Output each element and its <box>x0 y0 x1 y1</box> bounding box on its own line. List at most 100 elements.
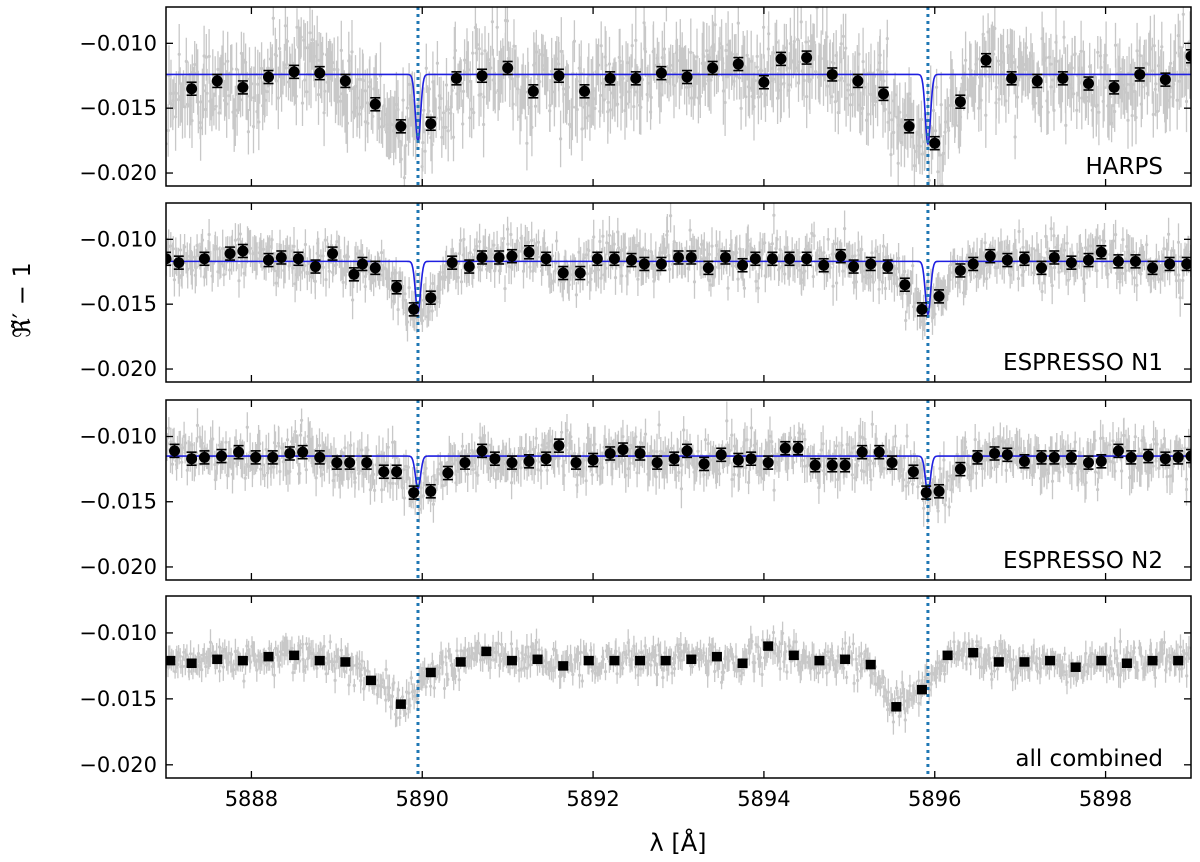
raw-point <box>817 486 821 490</box>
raw-point <box>870 251 874 255</box>
raw-point <box>697 79 702 83</box>
raw-point <box>490 20 494 24</box>
binned-marker <box>455 657 466 666</box>
raw-point <box>649 110 653 114</box>
raw-point <box>616 102 620 106</box>
raw-point <box>704 659 709 663</box>
raw-point <box>770 440 774 444</box>
raw-point <box>1012 60 1016 64</box>
raw-point <box>1020 273 1024 277</box>
raw-point <box>1178 645 1183 649</box>
raw-point <box>534 648 538 653</box>
raw-point <box>190 119 194 123</box>
binned-marker <box>839 459 851 471</box>
binned-point <box>339 73 351 89</box>
raw-point <box>965 270 969 274</box>
raw-point <box>1104 446 1108 450</box>
raw-point <box>1017 229 1021 234</box>
raw-point <box>506 242 510 246</box>
raw-point <box>884 450 889 454</box>
raw-point <box>1075 108 1079 112</box>
raw-point <box>337 250 341 254</box>
binned-point <box>655 256 667 272</box>
raw-point <box>710 244 714 248</box>
raw-point <box>1186 63 1190 67</box>
raw-point <box>755 54 759 59</box>
raw-point <box>627 649 631 653</box>
raw-point <box>974 658 978 662</box>
raw-point <box>599 665 604 670</box>
raw-point <box>459 238 463 242</box>
raw-point <box>861 436 865 440</box>
raw-point <box>949 76 953 80</box>
x-tick-label: 5898 <box>1079 787 1132 811</box>
binned-marker <box>916 303 928 315</box>
raw-point <box>184 59 188 64</box>
raw-point <box>495 468 499 472</box>
raw-point <box>1180 70 1184 74</box>
raw-point <box>1086 248 1090 252</box>
binned-marker <box>523 246 535 258</box>
raw-point <box>493 269 497 273</box>
raw-point <box>510 77 514 81</box>
raw-point <box>455 469 459 473</box>
binned-marker <box>968 648 979 657</box>
binned-point <box>289 650 300 661</box>
raw-point <box>1050 479 1055 483</box>
raw-point <box>451 135 456 139</box>
raw-point <box>1138 54 1142 58</box>
raw-point <box>1028 70 1032 74</box>
raw-point <box>959 457 964 461</box>
raw-point <box>862 657 866 661</box>
binned-marker <box>818 259 830 271</box>
binned-point <box>1036 450 1048 465</box>
raw-point <box>603 262 607 266</box>
raw-point <box>1081 70 1085 74</box>
binned-marker <box>766 253 778 265</box>
binned-marker <box>954 96 966 108</box>
binned-marker <box>698 458 710 470</box>
raw-point <box>782 660 786 664</box>
raw-point <box>761 638 765 642</box>
raw-point <box>473 646 477 650</box>
raw-point <box>1097 110 1101 114</box>
raw-point <box>496 642 500 646</box>
binned-marker <box>840 655 851 664</box>
raw-point <box>803 437 807 442</box>
raw-point <box>863 437 867 441</box>
binned-point <box>1001 252 1013 268</box>
raw-point <box>524 450 528 454</box>
binned-marker <box>186 453 198 465</box>
binned-point <box>1065 450 1077 465</box>
raw-point <box>964 58 968 62</box>
raw-point <box>1162 436 1166 441</box>
raw-point <box>810 65 814 69</box>
binned-marker <box>826 459 838 471</box>
binned-marker <box>506 250 518 262</box>
raw-point <box>335 240 339 244</box>
raw-point <box>405 477 409 481</box>
raw-point <box>459 280 464 284</box>
binned-point <box>1070 662 1081 672</box>
raw-point <box>1176 240 1181 244</box>
binned-point <box>967 256 979 272</box>
raw-point <box>673 653 677 657</box>
raw-point <box>538 80 542 84</box>
raw-point <box>299 35 303 39</box>
raw-point <box>717 55 721 59</box>
raw-point <box>730 52 734 56</box>
raw-point <box>171 247 175 251</box>
raw-point <box>631 446 635 450</box>
binned-marker <box>233 446 245 458</box>
raw-point <box>613 276 618 280</box>
raw-point <box>728 648 733 652</box>
raw-point <box>525 666 529 671</box>
raw-point <box>257 120 261 124</box>
raw-point <box>1068 664 1072 669</box>
raw-point <box>312 59 316 64</box>
raw-point <box>517 249 521 253</box>
binned-point <box>275 250 287 265</box>
raw-point <box>491 78 495 82</box>
raw-point <box>528 663 533 667</box>
raw-point <box>892 99 896 103</box>
